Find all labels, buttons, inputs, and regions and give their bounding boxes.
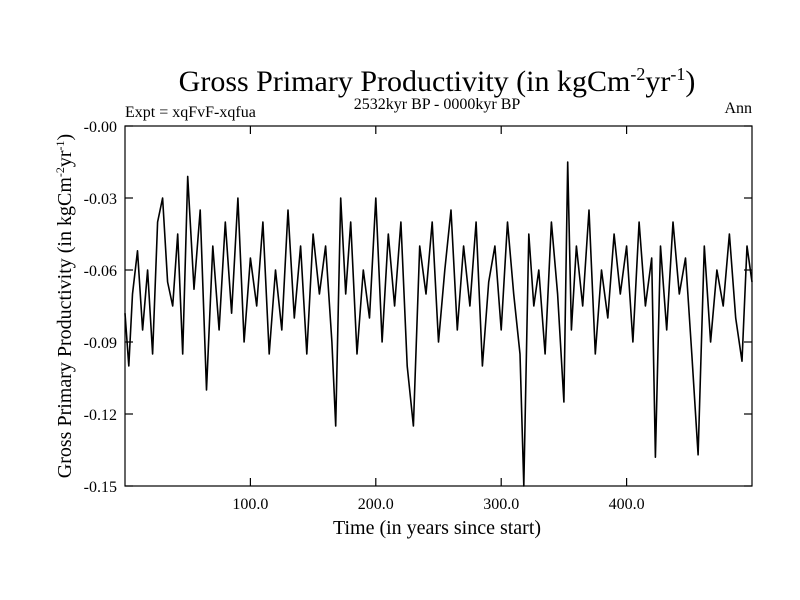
x-tick-label: 100.0 <box>232 496 268 513</box>
y-axis-label: Gross Primary Productivity (in kgCm-2yr-… <box>53 134 76 478</box>
y-tick-label: -0.15 <box>84 479 117 496</box>
y-tick-label: -0.06 <box>84 263 117 280</box>
y-tick-label: -0.03 <box>84 191 117 208</box>
plot-frame <box>124 125 753 487</box>
x-tick-label: 300.0 <box>483 496 519 513</box>
subtitle-experiment: Expt = xqFvF-xqfua <box>125 104 256 121</box>
subtitle-period: 2532kyr BP - 0000kyr BP <box>354 96 521 113</box>
x-axis: 100.0 200.0 300.0 400.0 <box>232 126 645 513</box>
chart-title: Gross Primary Productivity (in kgCm-2yr-… <box>179 64 696 98</box>
y-axis: -0.00 -0.03 -0.06 -0.09 -0.12 -0.15 <box>84 119 752 496</box>
subtitle-season: Ann <box>724 100 752 117</box>
y-tick-label: -0.09 <box>84 335 117 352</box>
x-tick-label: 400.0 <box>609 496 645 513</box>
y-tick-label: -0.12 <box>84 407 117 424</box>
x-axis-label: Time (in years since start) <box>333 517 541 539</box>
y-tick-label: -0.00 <box>84 119 117 136</box>
x-tick-label: 200.0 <box>358 496 394 513</box>
series-line-gpp <box>124 161 753 487</box>
